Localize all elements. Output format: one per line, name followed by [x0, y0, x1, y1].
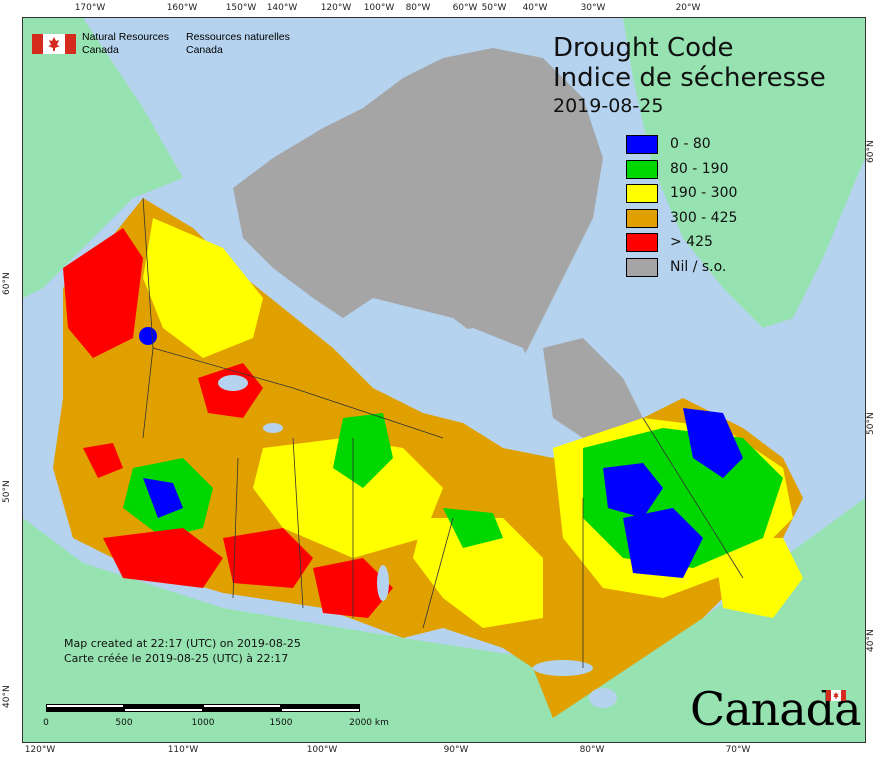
- map-frame: [22, 17, 866, 743]
- graticule-label: 170°W: [74, 3, 106, 13]
- legend-swatch: [626, 184, 658, 203]
- graticule-label: 20°W: [675, 3, 701, 13]
- graticule-label: 100°W: [306, 745, 338, 755]
- scale-seg: [124, 708, 203, 712]
- scale-seg: [124, 704, 203, 708]
- org-en-line1: Natural Resources: [82, 31, 169, 43]
- graticule-label: 40°N: [866, 629, 876, 652]
- map-title-en: Drought Code: [553, 33, 734, 63]
- graticule-label: 70°W: [725, 745, 751, 755]
- graticule-label: 80°W: [405, 3, 431, 13]
- red-alaska-border: [63, 228, 143, 358]
- graticule-label: 40°N: [2, 685, 12, 708]
- map-title-fr: Indice de sécheresse: [553, 63, 826, 93]
- graticule-label: 50°W: [481, 3, 507, 13]
- graticule-label: 30°W: [580, 3, 606, 13]
- graticule-label: 120°W: [320, 3, 352, 13]
- scale-seg: [203, 708, 281, 712]
- graticule-label: 120°W: [24, 745, 56, 755]
- legend-swatch: [626, 208, 658, 228]
- graticule-label: 160°W: [166, 3, 198, 13]
- scale-label: 1500: [269, 718, 293, 728]
- map-date: 2019-08-25: [553, 95, 664, 117]
- org-en-line2: Canada: [82, 44, 119, 56]
- credit-fr: Carte créée le 2019-08-25 (UTC) à 22:17: [64, 652, 289, 665]
- graticule-label: 40°W: [522, 3, 548, 13]
- province-boundaries: [142, 197, 744, 668]
- scale-label: 2000 km: [349, 718, 389, 728]
- scale-label: 1000: [191, 718, 215, 728]
- scale-seg: [281, 708, 360, 712]
- graticule-label: 100°W: [363, 3, 395, 13]
- yellow-prairie: [253, 438, 443, 558]
- legend-swatch: [626, 257, 658, 277]
- org-name-fr: Ressources naturelles Canada: [186, 31, 316, 57]
- scale-label: 500: [115, 718, 133, 728]
- legend-label: 190 - 300: [670, 185, 738, 201]
- credit-en: Map created at 22:17 (UTC) on 2019-08-25: [64, 637, 301, 650]
- legend-label: 80 - 190: [670, 160, 729, 177]
- yellow-maritimes: [713, 538, 803, 618]
- org-name-en: Natural Resources Canada: [82, 31, 192, 57]
- legend-swatch: [626, 159, 658, 179]
- blue-labrador: [683, 408, 743, 478]
- green-ontario: [443, 508, 503, 548]
- graticule-label: 150°W: [225, 3, 257, 13]
- legend-label: 0 - 80: [670, 136, 711, 152]
- red-bc-south: [103, 528, 223, 588]
- blue-quebec-2: [623, 508, 703, 578]
- blue-quebec-1: [603, 463, 663, 518]
- graticule-label: 60°W: [452, 3, 478, 13]
- graticule-label: 50°N: [2, 480, 12, 503]
- graticule-label: 110°W: [167, 745, 199, 755]
- scale-label: 0: [43, 718, 49, 728]
- wordmark-flag-icon: [826, 690, 846, 701]
- greenland-land: [623, 18, 865, 328]
- scale-seg: [203, 704, 281, 708]
- graticule-label: 60°N: [866, 140, 876, 163]
- org-fr-line1: Ressources naturelles: [186, 31, 290, 43]
- legend-label: 300 - 425: [670, 209, 738, 226]
- canada-flag-icon: [32, 34, 76, 54]
- great-slave-lake: [263, 423, 283, 433]
- scale-seg: [281, 704, 360, 708]
- scale-seg: [46, 704, 124, 708]
- graticule-label: 140°W: [266, 3, 298, 13]
- usa-land: [23, 498, 865, 742]
- legend-swatch: [626, 135, 658, 154]
- arctic-islands: [233, 48, 603, 358]
- green-manitoba: [333, 413, 393, 488]
- great-bear-lake: [218, 375, 248, 391]
- scale-bar: [46, 704, 360, 714]
- blue-bc: [143, 478, 183, 518]
- ungava-nil: [543, 338, 643, 438]
- blue-yukon-spot: [139, 327, 157, 345]
- legend-label: > 425: [670, 234, 713, 250]
- red-bc-north: [83, 443, 123, 478]
- legend-label: Nil / s.o.: [670, 258, 727, 275]
- scale-seg: [46, 708, 124, 712]
- lake-winnipeg: [377, 565, 389, 601]
- org-fr-line2: Canada: [186, 44, 223, 56]
- graticule-label: 80°W: [579, 745, 605, 755]
- yellow-yukon: [143, 218, 263, 358]
- hudson-bay: [383, 328, 543, 458]
- lake-superior: [533, 660, 593, 676]
- lake-huron: [589, 688, 617, 708]
- graticule-label: 60°N: [2, 272, 12, 295]
- alaska-land: [23, 18, 183, 298]
- red-alberta: [223, 528, 313, 588]
- graticule-label: 90°W: [443, 745, 469, 755]
- graticule-label: 50°N: [866, 412, 876, 435]
- legend-swatch: [626, 233, 658, 252]
- map-canvas: [23, 18, 865, 742]
